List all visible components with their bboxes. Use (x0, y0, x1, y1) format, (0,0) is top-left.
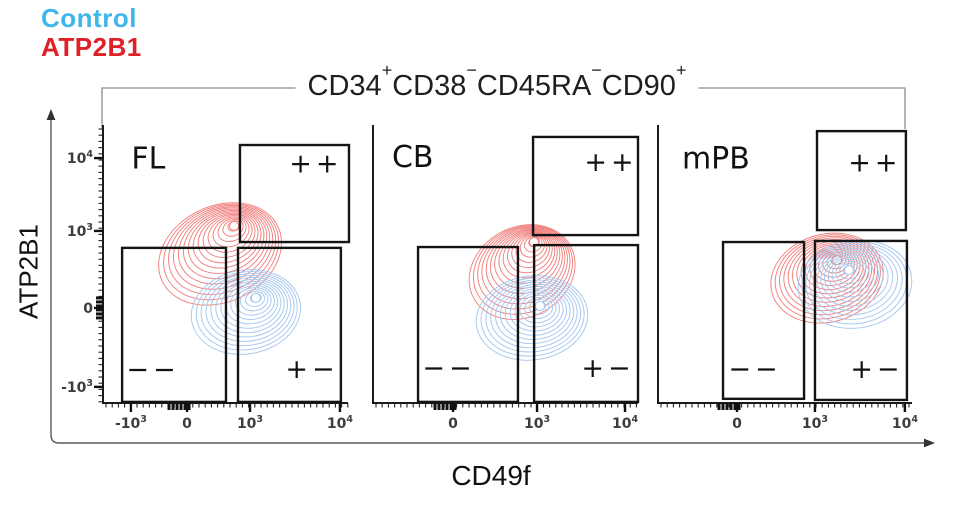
contour-Control (475, 275, 589, 361)
y-axis-arrowhead (46, 109, 56, 120)
x-tick-label: 0 (182, 416, 192, 432)
gate-pp (238, 143, 351, 244)
x-axis-title: CD49f (451, 460, 531, 491)
header-superscript: + (381, 59, 393, 80)
legend-atp2b1-label: ATP2B1 (41, 32, 142, 62)
gate-label-pm: +− (581, 353, 634, 384)
gate-mm (721, 240, 806, 401)
gate-label-pp: ++ (289, 148, 342, 179)
gate-mm (120, 246, 228, 404)
gate-pm (532, 243, 640, 404)
panel-FL: -103 0 103 104 104 103 0 -103 ++ −− +− FL (61, 125, 353, 432)
x-tick-label: 104 (612, 414, 638, 432)
panel-label-FL: FL (131, 141, 165, 176)
gate-label-pp: ++ (848, 148, 901, 179)
contour-Control (190, 268, 302, 355)
gate-label-mm: −− (126, 355, 179, 386)
header-marker-text: CD34 (307, 70, 382, 102)
gate-label-mm: −− (728, 354, 781, 385)
population-gate-header: CD34+CD38−CD45RA−CD90+ (295, 61, 699, 103)
x-tick-label: -103 (115, 414, 147, 432)
contour-ATP2B1 (158, 202, 282, 306)
header-superscript: − (466, 59, 477, 80)
gate-pm (813, 239, 909, 402)
gate-pp (815, 129, 908, 232)
axis-arrow-lines (50, 118, 926, 444)
panel-label-mPB: mPB (682, 141, 750, 176)
y-axis-title: ATP2B1 (13, 224, 44, 319)
y-tick-label: -103 (61, 378, 93, 396)
y-tick-label: 0 (83, 301, 93, 317)
x-tick-label: 0 (732, 416, 742, 432)
contour-ATP2B1 (468, 224, 576, 320)
x-tick-label: 103 (237, 414, 263, 432)
header-superscript: + (675, 59, 687, 80)
y-tick-label: 103 (67, 222, 93, 240)
gate-label-pp: ++ (584, 147, 637, 178)
series-legend: Control ATP2B1 (41, 4, 142, 62)
contour-ATP2B1 (770, 232, 884, 324)
panel-label-CB: CB (392, 140, 434, 175)
gate-label-mm: −− (422, 353, 475, 384)
header-marker-text: CD45RA (476, 70, 592, 102)
header-superscript: − (591, 59, 602, 80)
x-tick-label: 104 (327, 414, 353, 432)
gate-label-pm: +− (850, 354, 903, 385)
panel-mPB: 0 103 104 ++ −− +− mPB (657, 125, 918, 432)
gate-pm (236, 246, 343, 404)
header-marker-text: CD90 (601, 70, 676, 102)
gate-label-pm: +− (285, 354, 338, 385)
x-tick-label: 104 (892, 414, 918, 432)
x-tick-label: 103 (802, 414, 828, 432)
gate-pp (531, 135, 640, 237)
y-tick-label: 104 (67, 149, 93, 167)
x-axis-arrowhead (924, 438, 935, 448)
x-tick-label: 103 (524, 414, 550, 432)
x-tick-label: 0 (448, 416, 458, 432)
gate-mm (416, 245, 520, 404)
header-marker-text: CD38 (392, 70, 467, 102)
panel-CB: 0 103 104 ++ −− +− CB (372, 125, 640, 432)
legend-control-label: Control (41, 3, 137, 33)
